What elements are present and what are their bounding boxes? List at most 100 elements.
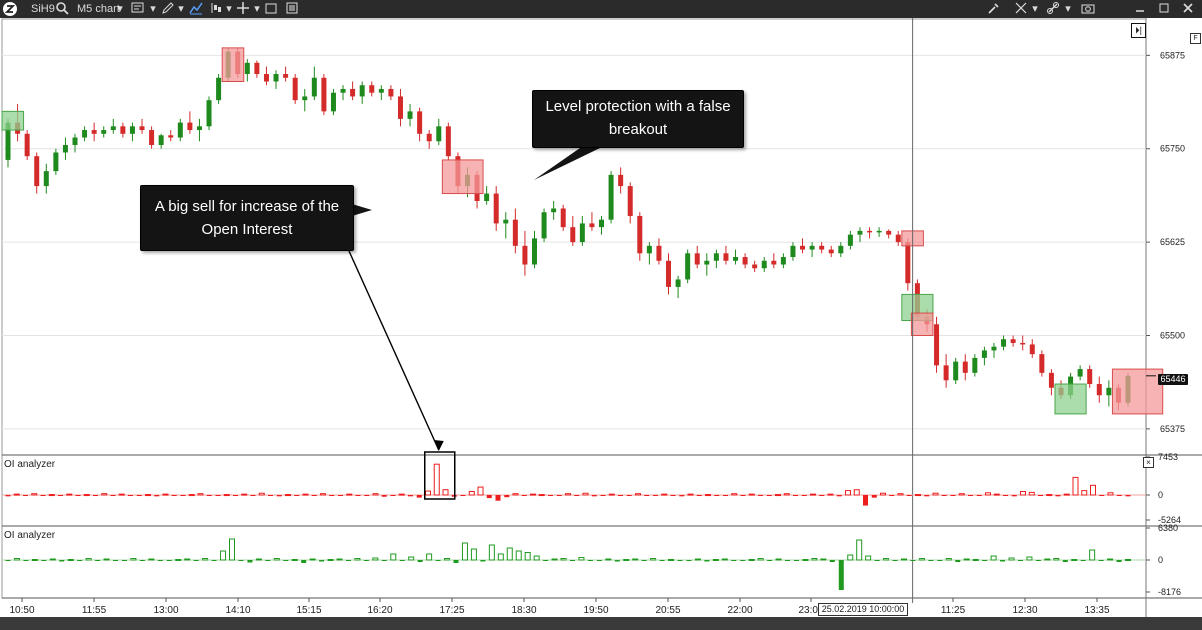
candle-body (551, 208, 557, 213)
candle-body (43, 171, 49, 187)
oi-bar (355, 495, 361, 496)
candle-body (187, 122, 193, 131)
oi-bar (968, 495, 973, 496)
oi-bar (425, 490, 431, 496)
chevron-down-icon[interactable]: ▾ (254, 3, 260, 15)
oi-bar (783, 493, 790, 496)
candle-body (991, 346, 997, 351)
oi-bar (294, 495, 300, 496)
candle-body (196, 126, 202, 131)
oi-bar (184, 558, 191, 561)
chevron-down-icon[interactable]: ▾ (1065, 3, 1071, 15)
price-chart[interactable]: Начало отсчета65875657506562565500653757… (0, 18, 1202, 617)
oi-bar (206, 495, 212, 496)
crosshair-icon[interactable] (235, 1, 251, 17)
oi-bar (1028, 491, 1035, 496)
chevron-down-icon[interactable]: ▾ (150, 3, 156, 15)
scroll-to-end-button[interactable]: ⏵| (1131, 23, 1146, 38)
oi-bar (1003, 495, 1008, 496)
close-icon[interactable] (1180, 1, 1196, 17)
oi-bar (345, 560, 351, 561)
oi-bar (757, 558, 764, 561)
chevron-down-icon[interactable]: ▾ (1032, 3, 1038, 15)
oi-bar (1011, 495, 1017, 497)
oi-bar (223, 494, 230, 497)
candle-body (120, 126, 126, 134)
chevron-down-icon[interactable]: ▾ (226, 3, 232, 15)
oi-bar (714, 495, 720, 496)
fullscreen-icon[interactable] (284, 1, 300, 17)
candle-body (72, 137, 78, 145)
auto-scale-button[interactable]: F (1190, 33, 1201, 44)
camera-icon[interactable] (1080, 1, 1096, 17)
oi-bar (302, 493, 309, 496)
oi-bar (608, 493, 615, 496)
oi-bar (154, 495, 160, 497)
oi-bar (740, 495, 746, 496)
oi-bar (963, 558, 970, 561)
template-icon[interactable] (130, 1, 146, 17)
oi-bar (958, 493, 965, 496)
candle-body (503, 219, 509, 224)
oi-bar (696, 495, 702, 496)
oi-bar (982, 560, 988, 561)
candle-body (579, 223, 585, 243)
price-tick-label: 65625 (1160, 237, 1185, 247)
oi-bar (883, 558, 890, 561)
volume-zone-red (441, 159, 484, 195)
candle-body (91, 130, 97, 134)
oi-bar (49, 558, 56, 561)
candle-body (934, 324, 940, 366)
oi-bar (442, 489, 449, 496)
oi-bar (157, 560, 163, 561)
restore-icon[interactable] (263, 1, 279, 17)
candle-body (397, 96, 403, 119)
pencil-icon[interactable] (160, 1, 176, 17)
oi-bar (748, 493, 755, 496)
oi-bar (110, 495, 116, 496)
timeframe-selector[interactable]: M5 chart (77, 3, 120, 15)
oi-bar (136, 495, 142, 496)
search-icon[interactable] (54, 1, 70, 17)
candle-body (1010, 339, 1016, 343)
oi-bar (644, 495, 650, 496)
oi-bar (820, 558, 827, 561)
indicator-icon[interactable] (188, 1, 204, 17)
candle-body (646, 245, 652, 254)
candle-body (618, 174, 624, 187)
price-tick-label: 65875 (1160, 50, 1185, 60)
oi-bar (103, 558, 110, 561)
oi-bar (139, 560, 145, 561)
bar-style-icon[interactable] (208, 1, 224, 17)
candle-body (704, 260, 710, 265)
drawing-icon[interactable] (1013, 1, 1029, 17)
oi-bar (748, 559, 755, 561)
oi-bar (775, 494, 781, 497)
candle-body (531, 238, 537, 265)
time-tick-label: 11:55 (82, 605, 107, 616)
candle-body (292, 77, 298, 101)
oi-bar (417, 560, 423, 562)
link-icon[interactable] (1045, 1, 1061, 17)
maximize-icon[interactable] (1156, 1, 1172, 17)
oi-bar (67, 559, 74, 561)
chevron-down-icon[interactable]: ▾ (178, 3, 184, 15)
oi-bar (41, 560, 47, 561)
oi-bar (372, 557, 379, 561)
oi-panel-1-close-button[interactable]: × (1143, 457, 1154, 468)
candle-body (962, 361, 968, 373)
minimize-icon[interactable] (1132, 1, 1148, 17)
oi-bar (390, 553, 397, 561)
chevron-down-icon[interactable]: ▾ (117, 3, 123, 15)
candle-body (1029, 344, 1035, 355)
oi-bar (972, 559, 979, 561)
candle-body (311, 77, 317, 97)
price-tick-label: 65375 (1160, 424, 1185, 434)
logo-icon[interactable] (2, 1, 18, 17)
oi-bar (723, 495, 728, 496)
tools-icon[interactable] (985, 1, 1001, 17)
oi-bar (13, 558, 20, 561)
crosshair-time-label: 25.02.2019 10:00:00 (818, 603, 908, 616)
oi-bar (705, 494, 711, 497)
symbol-selector[interactable]: SiH9 (31, 3, 55, 15)
